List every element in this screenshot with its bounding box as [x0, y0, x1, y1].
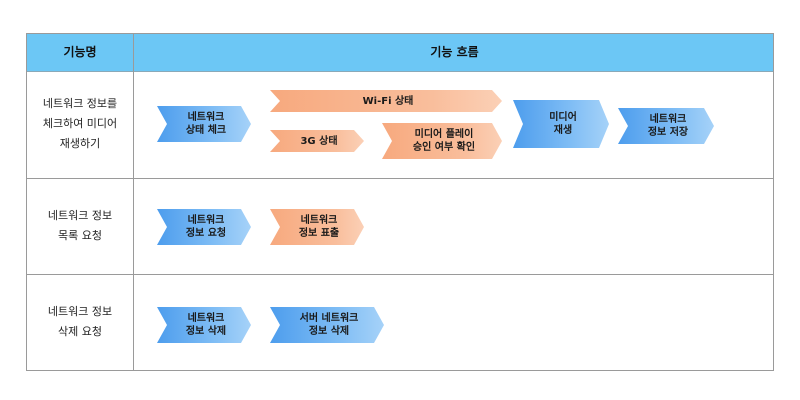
- column-divider: [133, 34, 134, 370]
- step-network-info-delete: 네트워크 정보 삭제: [157, 307, 251, 343]
- row-label-media-playback: 네트워크 정보를 체크하여 미디어 재생하기: [42, 97, 118, 150]
- step-network-info-request: 네트워크 정보 요청: [157, 209, 251, 245]
- step-3g-status: 3G 상태: [270, 130, 364, 152]
- step-media-play-approval: 미디어 플레이 승인 여부 확인: [382, 123, 502, 159]
- row-divider-1: [27, 178, 773, 179]
- function-table: 기능명 기능 흐름 네트워크 정보를 체크하여 미디어 재생하기 네트워크 정보…: [26, 33, 774, 371]
- step-server-network-info-delete: 서버 네트워크 정보 삭제: [270, 307, 384, 343]
- header-function-name: 기능명: [63, 45, 97, 59]
- table-header: 기능명 기능 흐름: [27, 34, 773, 72]
- step-wifi-status: Wi-Fi 상태: [270, 90, 502, 112]
- row-label-info-delete: 네트워크 정보 삭제 요청: [47, 305, 113, 338]
- row-label-info-list: 네트워크 정보 목록 요청: [47, 209, 113, 242]
- step-network-info-save: 네트워크 정보 저장: [618, 108, 714, 144]
- step-media-playback: 미디어 재생: [513, 100, 609, 148]
- header-function-flow: 기능 흐름: [430, 45, 479, 59]
- step-network-info-display: 네트워크 정보 표출: [270, 209, 364, 245]
- step-network-status-check: 네트워크 상태 체크: [157, 106, 251, 142]
- row-divider-2: [27, 274, 773, 275]
